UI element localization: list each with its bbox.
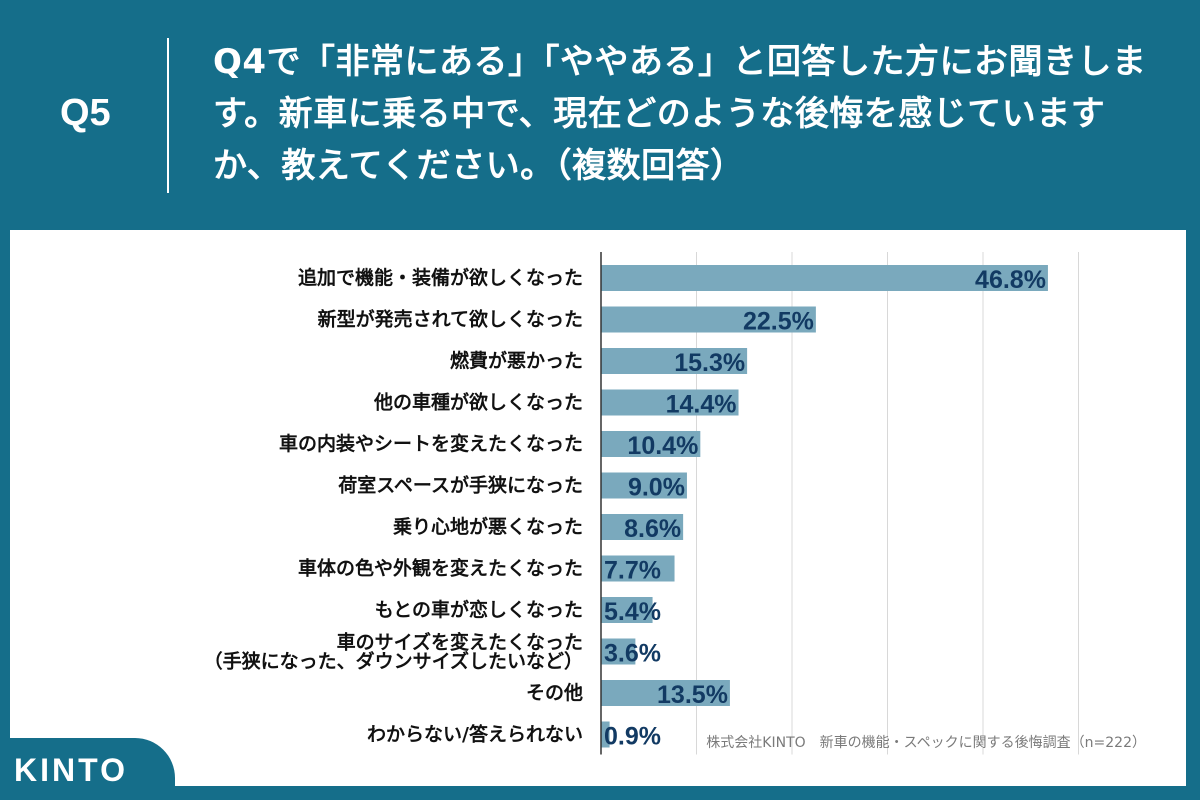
value-label: 10.4% — [627, 432, 698, 460]
category-label: 燃費が悪かった — [450, 349, 583, 372]
category-label: 乗り心地が悪くなった — [393, 515, 583, 538]
bar — [601, 514, 684, 540]
source-note: 株式会社KINTO 新車の機能・スペックに関する後悔調査（n=222） — [706, 735, 1146, 751]
question-header: Q5 Q4で「非常にある」「ややある」と回答した方にお聞きします。新車に乗る中で… — [0, 0, 1200, 230]
value-label: 3.6% — [604, 640, 661, 668]
bar — [601, 389, 739, 416]
question-number: Q5 — [60, 92, 111, 134]
bar — [601, 348, 748, 374]
category-label: 他の車種が欲しくなった — [373, 391, 583, 414]
value-label: 5.4% — [604, 598, 661, 626]
kinto-logo: KINTO — [14, 752, 128, 788]
category-label: 新型が発売されて欲しくなった — [318, 308, 583, 331]
category-label: わからない/答えられない — [367, 723, 583, 746]
chart-panel: 追加で機能・装備が欲しくなった 46.8% 新型が発売されて欲しくなった 22.5% 燃… — [10, 230, 1186, 786]
bar — [601, 555, 675, 582]
category-label: その他 — [526, 681, 583, 704]
header-divider — [167, 38, 169, 193]
bar — [601, 431, 701, 457]
bar — [601, 638, 636, 665]
bar — [601, 265, 1048, 291]
bar — [601, 306, 816, 333]
bar — [601, 472, 687, 499]
value-label: 7.7% — [604, 557, 661, 585]
category-label: もとの車が恋しくなった — [375, 598, 583, 621]
value-label: 14.4% — [666, 391, 737, 419]
value-label: 13.5% — [657, 681, 728, 709]
value-label: 9.0% — [628, 474, 685, 502]
bar — [601, 680, 730, 706]
bar — [601, 597, 653, 623]
value-label: 15.3% — [674, 349, 745, 377]
category-label: 車の内装やシートを変えたくなった — [279, 432, 583, 455]
value-label: 22.5% — [743, 308, 814, 336]
bar-chart: 追加で機能・装備が欲しくなった 46.8% 新型が発売されて欲しくなった 22.5% 燃… — [204, 252, 1079, 755]
category-label: 荷室スペースが手狭になった — [338, 474, 583, 497]
category-label: 追加で機能・装備が欲しくなった — [298, 266, 583, 289]
category-label: 車のサイズを変えたくなった（手狭になった、ダウンサイズしたいなど） — [204, 631, 583, 673]
bar — [601, 721, 610, 748]
question-text: Q4で「非常にある」「ややある」と回答した方にお聞きします。新車に乗る中で、現在… — [213, 42, 1147, 186]
logo-tab — [0, 738, 175, 800]
value-label: 8.6% — [624, 515, 681, 543]
value-label: 46.8% — [975, 266, 1046, 294]
value-label: 0.9% — [604, 723, 661, 751]
category-label: 車体の色や外観を変えたくなった — [298, 557, 583, 580]
